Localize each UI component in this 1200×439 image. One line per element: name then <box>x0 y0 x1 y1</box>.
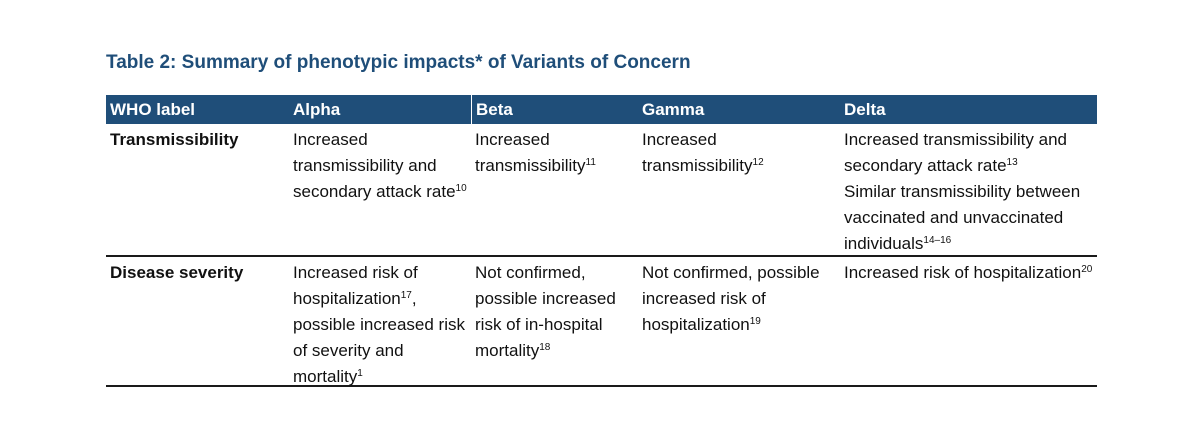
cell-gamma-severity: Not confirmed, possible increased risk o… <box>642 263 820 334</box>
header-delta: Delta <box>844 100 886 119</box>
header-who-label: WHO label <box>110 100 196 119</box>
cell-gamma-transmissibility: Increased transmissibility12 <box>642 130 764 175</box>
table-row-transmissibility: Transmissibility Increased transmissibil… <box>106 124 1097 257</box>
cell-alpha-severity: Increased risk of hospitalization17, pos… <box>293 263 465 386</box>
table-header-row: WHO label Alpha Beta Gamma Delta <box>106 95 1097 124</box>
variants-table: WHO label Alpha Beta Gamma Delta Transmi… <box>106 95 1097 387</box>
delta-transmissibility-point-1: Increased transmissibility and secondary… <box>844 130 1067 175</box>
header-gamma: Gamma <box>642 100 705 119</box>
header-beta: Beta <box>471 95 638 124</box>
cell-beta-transmissibility: Increased transmissibility11 <box>475 130 596 175</box>
table-row-disease-severity: Disease severity Increased risk of hospi… <box>106 257 1097 387</box>
cell-delta-transmissibility: Increased transmissibility and secondary… <box>840 124 1097 255</box>
cell-beta-severity: Not confirmed, possible increased risk o… <box>475 263 616 360</box>
table-caption: Table 2: Summary of phenotypic impacts* … <box>106 52 691 73</box>
delta-transmissibility-point-2: Similar transmissibility between vaccina… <box>844 182 1081 253</box>
cell-delta-severity: Increased risk of hospitalization20 <box>844 263 1093 282</box>
row-label-disease-severity: Disease severity <box>110 263 244 282</box>
header-alpha: Alpha <box>293 100 341 119</box>
cell-alpha-transmissibility: Increased transmissibility and secondary… <box>293 130 467 201</box>
row-label-transmissibility: Transmissibility <box>110 130 239 149</box>
